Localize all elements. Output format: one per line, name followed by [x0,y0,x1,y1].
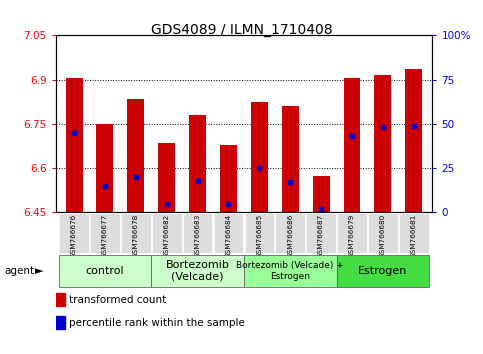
FancyBboxPatch shape [275,213,305,253]
Bar [343,78,360,212]
Bar [66,78,83,212]
FancyBboxPatch shape [337,255,429,287]
Bar [251,102,268,212]
Bar [189,115,206,212]
Text: GSM766682: GSM766682 [164,213,170,258]
Bar [56,293,65,306]
Text: GSM766683: GSM766683 [195,213,200,258]
FancyBboxPatch shape [90,213,120,253]
Text: GSM766686: GSM766686 [287,213,293,258]
FancyBboxPatch shape [121,213,151,253]
Text: GSM766687: GSM766687 [318,213,324,258]
Text: transformed count: transformed count [69,295,166,304]
Text: GSM766679: GSM766679 [349,213,355,258]
Text: GSM766678: GSM766678 [133,213,139,258]
Text: control: control [85,266,124,276]
Bar [282,106,298,212]
FancyBboxPatch shape [244,255,337,287]
FancyBboxPatch shape [368,213,398,253]
FancyBboxPatch shape [213,213,243,253]
Text: ►: ► [35,266,43,276]
FancyBboxPatch shape [306,213,336,253]
Bar [374,75,391,212]
Text: GDS4089 / ILMN_1710408: GDS4089 / ILMN_1710408 [151,23,332,37]
Bar [313,176,329,212]
Text: GSM766685: GSM766685 [256,213,262,258]
Bar [56,316,65,329]
Text: Bortezomib
(Velcade): Bortezomib (Velcade) [166,260,229,282]
FancyBboxPatch shape [244,213,274,253]
Text: GSM766684: GSM766684 [226,213,231,258]
Text: GSM766680: GSM766680 [380,213,386,258]
FancyBboxPatch shape [183,213,213,253]
Text: Estrogen: Estrogen [358,266,408,276]
Text: agent: agent [5,266,35,276]
Bar [220,144,237,212]
Text: Bortezomib (Velcade) +
Estrogen: Bortezomib (Velcade) + Estrogen [236,261,344,280]
Text: GSM766676: GSM766676 [71,213,77,258]
FancyBboxPatch shape [152,213,182,253]
Bar [97,124,114,212]
FancyBboxPatch shape [58,255,151,287]
Text: GSM766681: GSM766681 [411,213,417,258]
Bar [405,69,422,212]
FancyBboxPatch shape [399,213,428,253]
Text: percentile rank within the sample: percentile rank within the sample [69,318,244,327]
Text: GSM766677: GSM766677 [102,213,108,258]
FancyBboxPatch shape [151,255,244,287]
Bar [128,99,144,212]
Bar [158,143,175,212]
FancyBboxPatch shape [59,213,89,253]
FancyBboxPatch shape [337,213,367,253]
